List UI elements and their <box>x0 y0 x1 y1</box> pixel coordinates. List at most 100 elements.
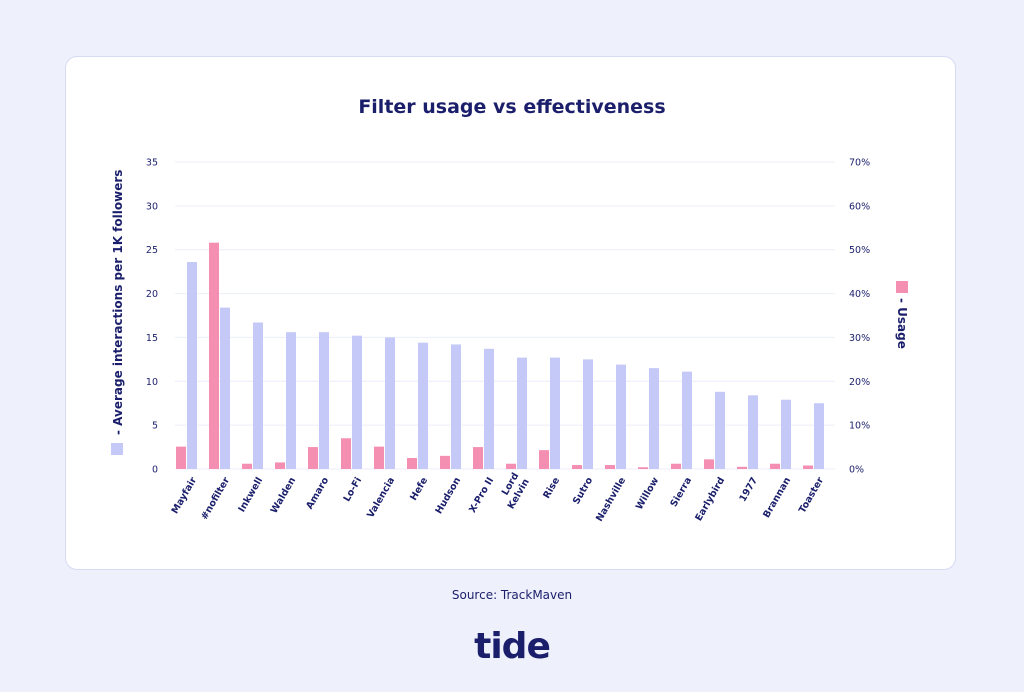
category-label: Valencia <box>365 476 397 520</box>
bar-usage <box>704 459 714 469</box>
bar-interactions <box>616 364 626 469</box>
right-tick-label: 60% <box>849 201 870 212</box>
bar-interactions <box>451 344 461 469</box>
category-label-line: Toaster <box>797 475 826 515</box>
left-tick-label: 25 <box>146 245 158 256</box>
bar-interactions <box>814 403 824 469</box>
category-label: Sierra <box>669 476 695 509</box>
right-tick-label: 20% <box>849 377 870 388</box>
bar-interactions <box>187 261 197 469</box>
legend-swatch-usage <box>896 281 908 293</box>
left-tick-label: 30 <box>146 201 158 212</box>
tide-logo: tide <box>474 626 551 667</box>
bar-interactions <box>781 399 791 469</box>
bar-interactions <box>715 391 725 469</box>
bar-interactions <box>517 357 527 469</box>
category-label: Sutro <box>571 475 595 506</box>
bar-interactions <box>649 368 659 469</box>
bar-interactions <box>484 348 494 469</box>
bar-usage <box>737 466 747 469</box>
left-tick-label: 10 <box>146 377 158 388</box>
category-label: Walden <box>269 475 299 515</box>
bar-interactions <box>550 357 560 469</box>
bar-interactions <box>253 322 263 469</box>
bar-interactions <box>385 337 395 469</box>
bar-interactions <box>418 342 428 469</box>
category-label-line: Inkwell <box>236 476 265 515</box>
left-tick-label: 15 <box>146 333 158 344</box>
left-tick-label: 20 <box>146 289 158 300</box>
bar-usage <box>473 447 483 469</box>
category-label-line: Sutro <box>571 475 595 506</box>
left-axis-label: - Average interactions per 1K followers <box>111 170 125 435</box>
category-label-line: Amaro <box>304 475 331 511</box>
bar-interactions <box>682 371 692 469</box>
category-label: Hudson <box>433 475 463 516</box>
left-tick-label: 5 <box>152 421 158 432</box>
right-tick-label: 40% <box>849 289 870 300</box>
bar-usage <box>638 467 648 469</box>
category-label: Earlybird <box>693 476 727 524</box>
category-label: Inkwell <box>236 476 265 515</box>
category-label-line: Brannan <box>761 475 793 520</box>
bar-usage <box>242 463 252 469</box>
right-tick-label: 30% <box>849 333 870 344</box>
bar-usage <box>407 458 417 469</box>
category-label: Mayfair <box>170 475 200 516</box>
category-label-line: Hefe <box>408 476 430 503</box>
bar-interactions <box>748 395 758 469</box>
category-label-line: Hudson <box>433 475 463 516</box>
left-axis-ticks: 0 5 10 15 20 25 30 35 <box>146 158 158 476</box>
source-note: Source: TrackMaven <box>451 588 573 602</box>
bar-interactions <box>220 307 230 469</box>
bar-usage <box>803 465 813 469</box>
category-label: Nashville <box>594 476 628 524</box>
bar-usage <box>275 462 285 469</box>
bar-usage <box>572 465 582 469</box>
category-label: Rise <box>541 476 562 501</box>
chart-title: Filter usage vs effectiveness <box>358 96 666 118</box>
category-label: Toaster <box>797 475 826 515</box>
bars <box>176 242 824 469</box>
left-tick-label: 35 <box>146 158 158 169</box>
bar-usage <box>539 450 549 469</box>
category-label: #nofilter <box>199 475 232 522</box>
right-tick-label: 10% <box>849 421 870 432</box>
right-tick-label: 50% <box>849 245 870 256</box>
category-label-line: Nashville <box>594 476 628 524</box>
category-label-line: Valencia <box>365 476 397 520</box>
right-axis-ticks: 0% 10% 20% 30% 40% 50% 60% 70% <box>849 158 870 476</box>
bar-usage <box>671 463 681 469</box>
right-axis-label: - Usage <box>895 298 909 349</box>
category-label-line: #nofilter <box>199 475 232 522</box>
bar-usage <box>605 465 615 469</box>
grid-lines <box>175 161 835 470</box>
category-label: X-Pro II <box>467 476 496 515</box>
category-label-line: Earlybird <box>693 476 727 524</box>
left-tick-label: 0 <box>152 465 158 476</box>
bar-interactions <box>583 359 593 469</box>
category-label-line: Lo-Fi <box>342 476 365 504</box>
category-label: Willow <box>634 475 661 511</box>
category-label-line: 1977 <box>737 476 760 504</box>
bar-usage <box>209 242 219 469</box>
bar-usage <box>506 463 516 469</box>
bar-usage <box>308 447 318 469</box>
category-label-line: Willow <box>634 475 661 511</box>
bar-usage <box>341 438 351 469</box>
bar-usage <box>374 446 384 469</box>
category-label: Hefe <box>408 476 430 503</box>
category-label-line: Rise <box>541 476 562 501</box>
category-label: Lo-Fi <box>342 476 365 504</box>
category-label: 1977 <box>737 476 760 504</box>
legend-swatch-interactions <box>111 443 123 455</box>
bar-usage <box>176 446 186 469</box>
bar-usage <box>440 455 450 469</box>
bar-interactions <box>319 332 329 469</box>
left-axis-label-group: - Average interactions per 1K followers <box>111 170 125 455</box>
category-label-line: X-Pro II <box>467 476 496 515</box>
category-label-line: Walden <box>269 475 299 515</box>
category-label-line: Mayfair <box>170 475 200 516</box>
